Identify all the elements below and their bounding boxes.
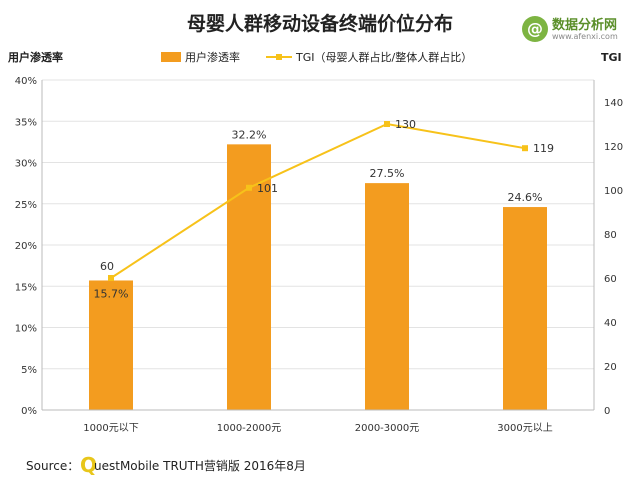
bar (365, 183, 409, 410)
bar-value-label: 24.6% (508, 191, 543, 204)
right-tick-label: 60 (604, 274, 617, 285)
left-tick-label: 5% (21, 365, 37, 376)
tgi-value-label: 119 (533, 142, 554, 155)
legend: 用户渗透率 TGI（母婴人群占比/整体人群占比） (161, 50, 472, 64)
legend-swatch-bar (161, 52, 181, 62)
tgi-value-label: 130 (395, 118, 416, 131)
tgi-point (246, 184, 252, 191)
bar-value-label: 15.7% (94, 287, 129, 300)
legend-label-bar: 用户渗透率 (185, 50, 240, 64)
bar-series: 15.7% 32.2% 27.5% 24.6% (89, 128, 547, 410)
x-tick-label: 1000元以下 (83, 423, 138, 434)
left-tick-label: 35% (15, 117, 37, 128)
right-tick-label: 0 (604, 406, 610, 417)
bar-value-label: 32.2% (232, 128, 267, 141)
brand-logo: @ 数据分析网 www.afenxi.com (522, 8, 634, 52)
tgi-point (108, 275, 114, 281)
tgi-point (522, 145, 528, 152)
line-series: 60 101 130 119 (100, 118, 554, 281)
at-icon: @ (522, 16, 548, 42)
right-axis-label: TGI (601, 51, 622, 64)
grid (42, 79, 594, 370)
bar-value-label: 27.5% (370, 167, 405, 180)
x-tick-label: 3000元以上 (497, 422, 552, 434)
left-tick-label: 20% (15, 241, 37, 252)
right-tick-label: 40 (604, 318, 617, 329)
left-tick-label: 40% (15, 76, 37, 87)
legend-label-line: TGI（母婴人群占比/整体人群占比） (295, 50, 472, 64)
left-tick-label: 0% (21, 406, 37, 417)
chart-title: 母婴人群移动设备终端价位分布 (187, 12, 453, 35)
right-tick-label: 80 (604, 230, 617, 241)
source-brand-rest: uestMobile TRUTH营销版 2016年8月 (94, 459, 306, 473)
bar (503, 207, 547, 410)
left-tick-label: 15% (15, 282, 37, 293)
tgi-value-label: 101 (257, 182, 278, 195)
left-tick-label: 30% (15, 159, 37, 170)
source-brand-q: Q (80, 453, 97, 477)
axes: 0% 5% 10% 15% 20% 25% 30% 35% 40% 0 20 40 60 80 100 120… (15, 76, 623, 434)
logo-name: 数据分析网 (552, 18, 618, 33)
right-tick-label: 100 (604, 186, 623, 197)
tgi-line (110, 122, 526, 279)
right-tick-label: 140 (604, 98, 623, 109)
bar (89, 280, 133, 410)
left-tick-label: 25% (15, 200, 37, 211)
x-tick-label: 2000-3000元 (355, 423, 420, 434)
tgi-point (384, 121, 390, 127)
right-tick-label: 20 (604, 362, 617, 373)
legend-swatch-marker (276, 54, 282, 60)
source-prefix: Source： (26, 459, 79, 473)
right-tick-label: 120 (604, 142, 623, 153)
x-tick-label: 1000-2000元 (217, 423, 282, 434)
tgi-value-label: 60 (100, 260, 114, 273)
logo-url: www.afenxi.com (552, 32, 618, 41)
left-tick-label: 10% (15, 324, 37, 335)
left-axis-label: 用户渗透率 (8, 50, 63, 64)
